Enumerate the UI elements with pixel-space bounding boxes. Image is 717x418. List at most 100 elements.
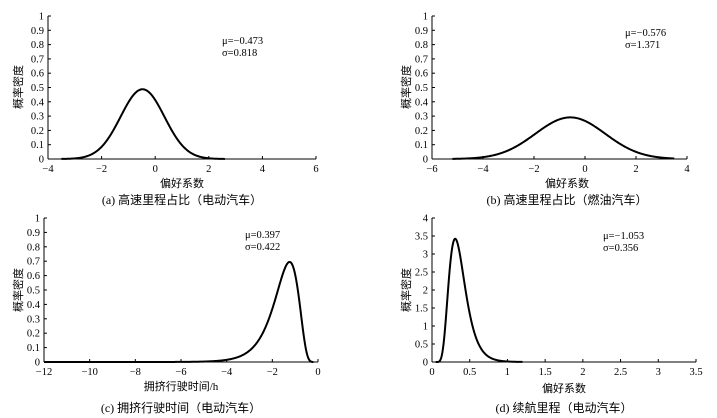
panel-d-ytick-label: 1 <box>423 322 428 333</box>
panel-a-ytick-label: 0 <box>39 155 44 166</box>
panel-a-xtick-label: −4 <box>42 164 54 175</box>
panel-a-ytick-label: 0.6 <box>31 69 44 80</box>
panel-d: 0 0.5 1 1.5 2 2.5 3 3.5 4 0 0.5 1 1.5 2 2.5 3 3.5 概率密度 偏… <box>399 214 703 416</box>
panel-d-xtick-label: 2.5 <box>614 367 627 378</box>
panel-c-xtick-label: 0 <box>315 367 320 378</box>
panel-b-ytick-label: 1 <box>423 12 428 23</box>
panel-b-ytick-label: 0.9 <box>415 26 428 37</box>
panel-a-ytick-label: 0.3 <box>31 112 44 123</box>
panel-c-xtick-label: −8 <box>130 367 141 378</box>
panel-d-ytick-label: 3 <box>423 250 428 261</box>
panel-b-xlabel: 偏好系数 <box>545 176 589 190</box>
panel-c-ytick-label: 0.6 <box>27 271 40 282</box>
panel-b-ytick-label: 0.6 <box>415 69 428 80</box>
panel-d-xlabel: 偏好系数 <box>542 381 586 395</box>
panel-b-ytick-label: 0 <box>423 155 428 166</box>
panel-a-ytick-label: 0.4 <box>31 97 45 108</box>
panel-b-mu: μ=−0.576 <box>625 28 666 39</box>
panel-a-xtick-label: 0 <box>153 164 158 175</box>
panel-c-xtick-label: −2 <box>267 367 278 378</box>
panel-b-ytick-label: 0.8 <box>415 40 428 51</box>
panel-a-ytick-label: 0.5 <box>31 83 44 94</box>
panel-c-xtick-label: −4 <box>221 367 233 378</box>
panel-b-ytick-label: 0.7 <box>415 54 428 65</box>
panel-a-ytick-label: 0.8 <box>31 40 44 51</box>
panel-b-xtick-label: −6 <box>426 164 437 175</box>
panel-c-ytick-label: 0.7 <box>27 257 40 268</box>
panel-d-xtick-label: 2 <box>580 367 585 378</box>
panel-b-ytick-label: 0.1 <box>415 140 428 151</box>
panel-c-ytick-label: 0.3 <box>27 314 40 325</box>
panel-b-ytick-label: 0.3 <box>415 112 428 123</box>
panel-a-xtick-label: −2 <box>96 164 107 175</box>
panel-d-ytick-label: 4 <box>423 214 429 225</box>
panel-c-ytick-label: 0.4 <box>27 300 41 311</box>
panel-b-xtick-label: −4 <box>477 164 489 175</box>
panel-b-xtick-label: −2 <box>528 164 539 175</box>
panel-c-curve <box>44 260 314 363</box>
panel-c-ytick-label: 0 <box>35 358 40 369</box>
panel-d-xtick-label: 3.5 <box>689 367 702 378</box>
panel-d-xtick-label: 0.5 <box>463 367 476 378</box>
panel-a-xtick-label: 2 <box>206 164 211 175</box>
panel-b-grid: 0 0.1 0.2 0.3 0.4 0.5 0.6 0.7 0.8 0.9 1 −6 −4 −2 0 2 4 <box>415 12 691 176</box>
panel-d-ytick-label: 2 <box>423 286 428 297</box>
panel-c-caption: (c) 拥挤行驶时间（电动汽车） <box>101 400 261 415</box>
panel-a-ytick-label: 0.7 <box>31 54 44 65</box>
panel-c-xtick-label: −10 <box>81 367 97 378</box>
panel-b-curve <box>452 116 675 160</box>
panel-d-ytick-label: 0 <box>423 358 428 369</box>
panel-b-ytick-label: 0.4 <box>415 97 429 108</box>
panel-a: 0 0.1 0.2 0.3 0.4 0.5 0.6 0.7 0.8 0.9 1 −4 −2 0 2 4 6 概率… <box>11 12 319 208</box>
panel-c-xlabel: 拥挤行驶时间/h <box>144 379 219 393</box>
panel-d-sigma: σ=0.356 <box>603 243 638 254</box>
panel-c-ytick-label: 0.1 <box>27 343 40 354</box>
panel-c-xtick-label: −6 <box>175 367 186 378</box>
panel-d-ytick-label: 0.5 <box>415 340 428 351</box>
panel-a-sigma: σ=0.818 <box>222 48 257 59</box>
panel-c-sigma: σ=0.422 <box>245 242 280 253</box>
panel-a-ytick-label: 0.9 <box>31 26 44 37</box>
panel-a-xtick-label: 6 <box>313 164 318 175</box>
panel-d-curve <box>435 237 523 363</box>
panel-a-curve <box>61 88 225 160</box>
panel-d-xtick-label: 3 <box>656 367 661 378</box>
panel-a-grid: 0 0.1 0.2 0.3 0.4 0.5 0.6 0.7 0.8 0.9 1 −4 −2 0 2 4 6 <box>31 12 319 176</box>
panel-b-xtick-label: 0 <box>582 164 587 175</box>
panel-a-ytick-label: 0.2 <box>31 126 44 137</box>
panel-b-xtick-label: 2 <box>633 164 638 175</box>
panel-c-ytick-label: 0.9 <box>27 228 40 239</box>
panel-b: 0 0.1 0.2 0.3 0.4 0.5 0.6 0.7 0.8 0.9 1 −6 −4 −2 0 2 4 概… <box>399 12 690 208</box>
panel-d-xtick-label: 0 <box>429 367 434 378</box>
panel-d-xtick-label: 1.5 <box>539 367 552 378</box>
panel-b-caption: (b) 高速里程占比（燃油汽车） <box>487 192 648 207</box>
panel-c-ylabel: 概率密度 <box>11 268 25 312</box>
panel-a-ytick-label: 1 <box>39 12 44 23</box>
panel-b-xtick-label: 4 <box>684 164 690 175</box>
panel-a-xlabel: 偏好系数 <box>160 176 204 190</box>
panel-b-ytick-label: 0.2 <box>415 126 428 137</box>
panel-c-ytick-label: 0.8 <box>27 242 40 253</box>
panel-a-mu: μ=−0.473 <box>222 36 263 47</box>
panel-d-mu: μ=−1.053 <box>603 231 644 242</box>
panel-a-ylabel: 概率密度 <box>11 65 25 109</box>
panel-a-xtick-label: 4 <box>260 164 266 175</box>
panel-c-ytick-label: 1 <box>35 214 40 225</box>
panel-a-caption: (a) 高速里程占比（电动汽车） <box>102 192 262 207</box>
panel-c-ytick-label: 0.5 <box>27 286 40 297</box>
panel-d-grid: 0 0.5 1 1.5 2 2.5 3 3.5 4 0 0.5 1 1.5 2 2.5 3 3.5 <box>415 214 703 379</box>
panel-d-caption: (d) 续航里程（电动汽车） <box>496 400 633 415</box>
panel-a-ytick-label: 0.1 <box>31 140 44 151</box>
panel-d-xtick-label: 1 <box>505 367 510 378</box>
panel-b-ylabel: 概率密度 <box>399 65 413 109</box>
panel-b-ytick-label: 0.5 <box>415 83 428 94</box>
panel-c-xtick-label: −12 <box>36 367 52 378</box>
panel-c-mu: μ=0.397 <box>245 230 280 241</box>
panel-d-ytick-label: 3.5 <box>415 232 428 243</box>
panel-d-ylabel: 概率密度 <box>399 268 413 312</box>
panel-c-ytick-label: 0.2 <box>27 329 40 340</box>
panel-c: 0 0.1 0.2 0.3 0.4 0.5 0.6 0.7 0.8 0.9 1 −12 −10 −8 −6 −… <box>11 214 321 416</box>
panel-d-ytick-label: 1.5 <box>415 304 428 315</box>
panel-b-sigma: σ=1.371 <box>625 40 660 51</box>
